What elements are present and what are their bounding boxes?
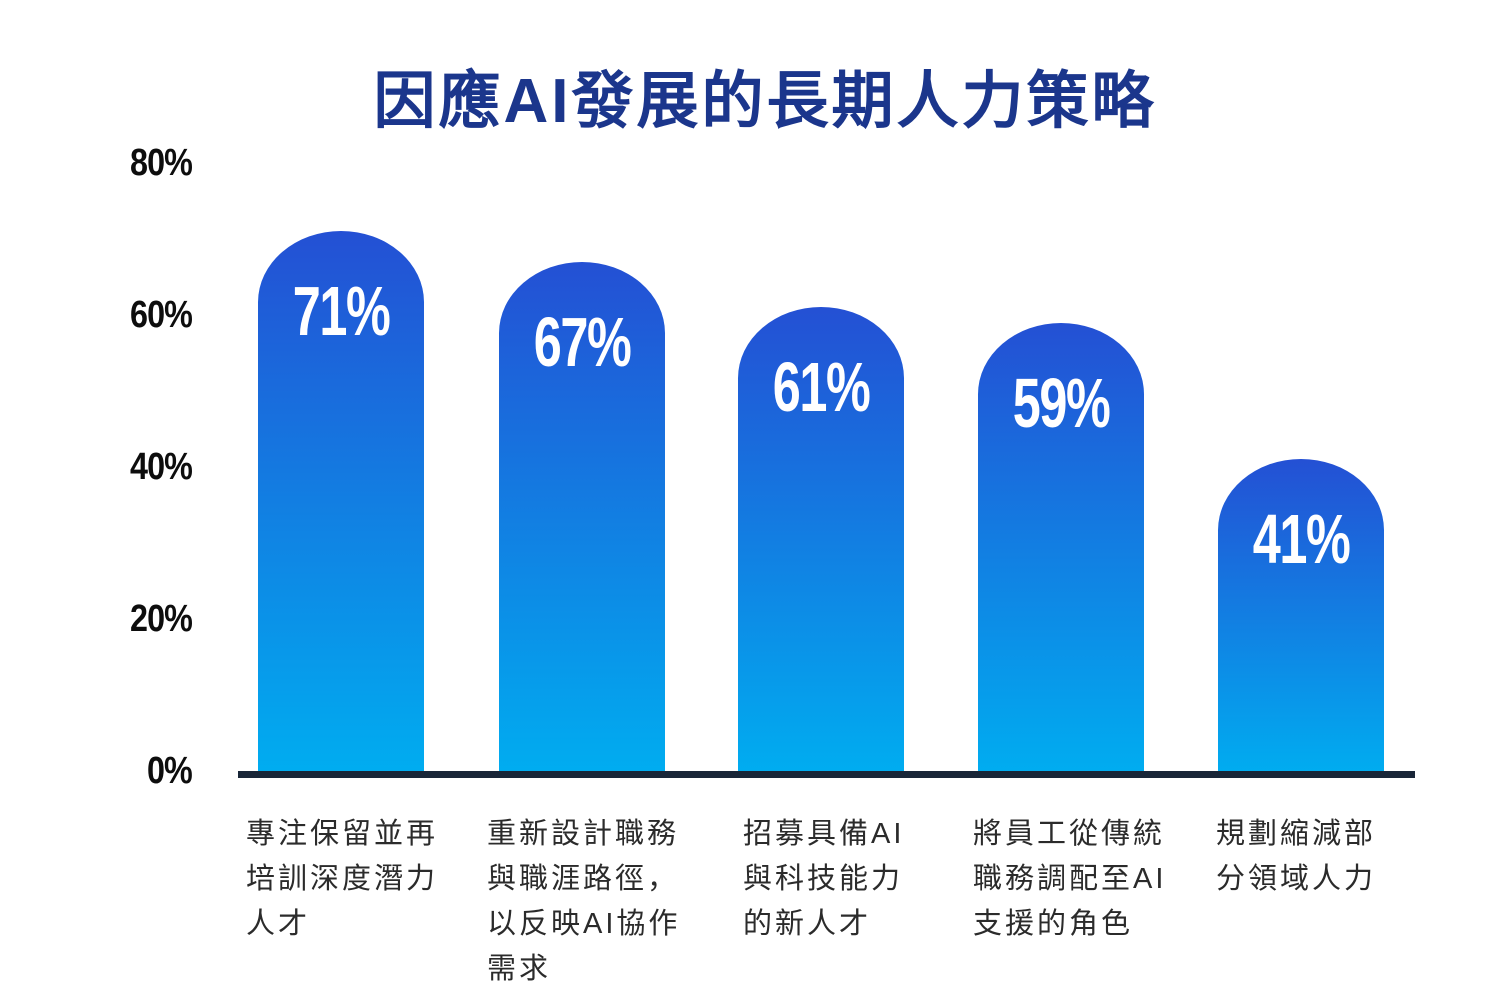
chart-title: 因應AI發展的長期人力策略 bbox=[373, 67, 1157, 136]
bar-value-text: 61% bbox=[772, 348, 871, 427]
bar-3: 61% bbox=[738, 307, 904, 775]
bar-5: 41% bbox=[1218, 459, 1384, 775]
category-label-line: 規劃縮減部 bbox=[1216, 818, 1377, 850]
bar-value-label: 71% bbox=[258, 275, 424, 347]
category-label-line: 職務調配至AI bbox=[973, 863, 1167, 895]
y-axis-tick-text: 40% bbox=[129, 446, 193, 488]
category-label-line: 支援的角色 bbox=[973, 908, 1134, 940]
bar-value-label: 59% bbox=[978, 367, 1144, 439]
y-axis-tick-label: 80% bbox=[0, 141, 193, 185]
category-label-line: 人才 bbox=[246, 908, 311, 940]
category-label-line: 培訓深度潛力 bbox=[246, 863, 439, 895]
y-axis-tick-text: 0% bbox=[147, 750, 193, 792]
y-axis-tick-label: 40% bbox=[0, 445, 193, 489]
y-axis-tick-text: 80% bbox=[129, 142, 193, 184]
category-label-line: 重新設計職務 bbox=[487, 818, 680, 850]
y-axis-tick-label: 60% bbox=[0, 293, 193, 337]
bar-1: 71% bbox=[258, 231, 424, 775]
bar-2: 67% bbox=[499, 261, 665, 775]
category-label-1: 專注保留並再 培訓深度潛力 人才 bbox=[246, 812, 438, 947]
y-axis-tick-label: 0% bbox=[0, 749, 193, 793]
category-label-5: 規劃縮減部分領域人力 bbox=[1216, 812, 1376, 902]
x-axis-line bbox=[238, 771, 1415, 778]
y-axis-tick-text: 20% bbox=[129, 598, 193, 640]
bar-value-text: 71% bbox=[292, 272, 391, 351]
bar-value-label: 61% bbox=[738, 351, 904, 423]
category-label-line: 專注保留並再 bbox=[246, 818, 439, 850]
y-axis-tick-label: 20% bbox=[0, 597, 193, 641]
category-label-4: 將員工從傳統 職務調配至AI 支援的角色 bbox=[973, 812, 1166, 947]
category-label-line: 以反映AI協作 bbox=[487, 908, 681, 940]
category-label-line: 需求 bbox=[487, 953, 552, 985]
category-label-line: 的新人才 bbox=[743, 908, 872, 940]
bar-4: 59% bbox=[978, 322, 1144, 775]
category-label-line: 將員工從傳統 bbox=[973, 818, 1166, 850]
bar-value-label: 41% bbox=[1218, 503, 1384, 575]
category-label-line: 與職涯路徑， bbox=[487, 863, 680, 895]
category-label-2: 重新設計職務 與職涯路徑， 以反映AI協作 需求 bbox=[487, 812, 680, 992]
bar-value-text: 41% bbox=[1252, 500, 1351, 579]
bar-value-text: 59% bbox=[1012, 363, 1111, 442]
category-label-line: 與科技能力 bbox=[743, 863, 904, 895]
category-label-line: 分領域人力 bbox=[1216, 863, 1377, 895]
bar-value-label: 67% bbox=[499, 306, 665, 378]
category-label-3: 招募具備AI 與科技能力的新人才 bbox=[743, 812, 904, 947]
y-axis-tick-text: 60% bbox=[129, 294, 193, 336]
category-label-line: 招募具備AI bbox=[743, 818, 905, 850]
bar-value-text: 67% bbox=[533, 302, 632, 381]
